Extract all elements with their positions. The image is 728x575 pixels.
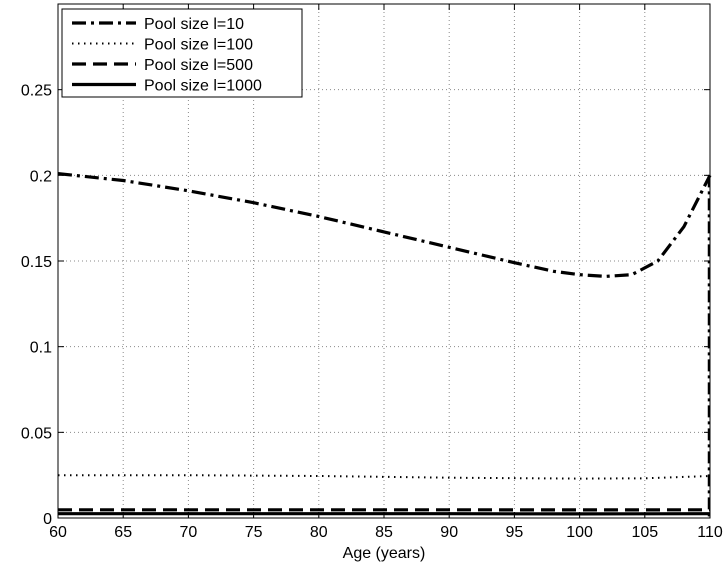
y-tick-label: 0.2 xyxy=(30,168,52,185)
x-tick-label: 95 xyxy=(506,524,524,541)
legend-label: Pool size l=1000 xyxy=(144,78,262,95)
series-line-1 xyxy=(57,172,712,278)
legend-label: Pool size l=100 xyxy=(144,37,253,54)
y-tick-label: 0.05 xyxy=(21,425,52,442)
y-tick-label: 0.25 xyxy=(21,83,52,100)
series-line-2 xyxy=(58,474,711,480)
x-tick-label: 75 xyxy=(245,524,263,541)
x-tick-labels: 60 65 70 75 80 85 90 95 100 105 110 xyxy=(49,524,723,541)
grid-lines xyxy=(58,4,710,518)
y-tick-labels: 0 0.05 0.1 0.15 0.2 0.25 xyxy=(21,83,52,528)
legend-label: Pool size l=500 xyxy=(144,57,253,74)
x-tick-label: 105 xyxy=(631,524,658,541)
x-tick-label: 65 xyxy=(114,524,132,541)
x-tick-label: 70 xyxy=(180,524,198,541)
x-tick-label: 80 xyxy=(310,524,328,541)
x-tick-label: 85 xyxy=(375,524,393,541)
y-tick-label: 0 xyxy=(43,511,52,528)
legend: Pool size l=10 Pool size l=100 Pool size l… xyxy=(61,8,303,98)
x-tick-label: 110 xyxy=(697,524,723,541)
y-tick-label: 0.15 xyxy=(21,254,52,271)
series-layer xyxy=(57,172,712,518)
x-tick-label: 90 xyxy=(440,524,458,541)
y-tick-label: 0.1 xyxy=(30,340,52,357)
legend-label: Pool size l=10 xyxy=(144,16,244,33)
x-axis-label: Age (years) xyxy=(343,545,426,562)
x-tick-label: 100 xyxy=(566,524,593,541)
x-tick-label: 60 xyxy=(49,524,67,541)
